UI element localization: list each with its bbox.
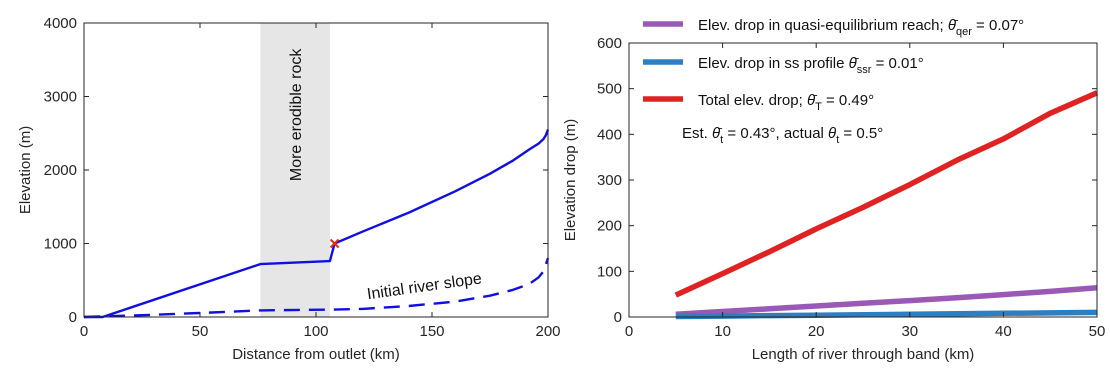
left-x-axis-label: Distance from outlet (km) (232, 346, 400, 363)
right-y-ticks: 0 100 200 300 400 500 600 (597, 35, 1097, 326)
left-chart: More erodible rock Initial river slope 0… (17, 15, 561, 363)
x-tick-label: 50 (192, 323, 209, 340)
x-tick-label: 0 (80, 323, 88, 340)
y-tick-label: 4000 (44, 15, 77, 32)
initial-profile-line (83, 257, 550, 319)
band-label: More erodible rock (288, 48, 305, 182)
x-tick-label: 10 (714, 323, 731, 340)
x-tick-label: 200 (535, 323, 560, 340)
left-y-axis-label: Elevation (m) (17, 126, 34, 214)
erodible-rock-band (260, 23, 330, 317)
left-x-ticks: 0 50 100 150 200 (80, 23, 561, 340)
y-tick-label: 1000 (44, 236, 77, 253)
steady-state-profile-line (84, 129, 550, 319)
series-line (675, 285, 1098, 318)
legend-label: Total elev. drop; θ̄T = 0.49° (698, 92, 874, 113)
y-tick-label: 400 (597, 126, 622, 143)
right-axes-frame (628, 42, 1098, 318)
y-tick-label: 300 (597, 172, 622, 189)
legend-label: Elev. drop in ss profile θ̄ssr = 0.01° (698, 55, 924, 76)
series-line (675, 309, 1098, 320)
x-tick-label: 100 (303, 323, 328, 340)
y-tick-label: 200 (597, 218, 622, 235)
left-series-group (83, 129, 550, 319)
y-tick-label: 500 (597, 81, 622, 98)
left-y-ticks: 0 1000 2000 3000 4000 (44, 15, 548, 326)
x-tick-label: 40 (995, 323, 1012, 340)
right-series-group (674, 90, 1099, 320)
y-tick-label: 3000 (44, 89, 77, 106)
y-tick-label: 600 (597, 35, 622, 52)
y-tick-label: 2000 (44, 162, 77, 179)
slope-estimate-annotation: Est. θ̄t = 0.43°, actual θt = 0.5° (682, 125, 883, 146)
right-x-axis-label: Length of river through band (km) (752, 346, 975, 363)
y-tick-label: 0 (69, 309, 77, 326)
legend-label: Elev. drop in quasi-equilibrium reach; θ… (698, 17, 1024, 38)
series-line (674, 90, 1099, 298)
x-tick-label: 150 (419, 323, 444, 340)
initial-slope-label: Initial river slope (366, 270, 483, 303)
marker-stroke (329, 238, 340, 249)
x-tick-label: 0 (625, 323, 633, 340)
right-x-ticks: 0 10 20 30 40 50 (625, 43, 1106, 340)
y-tick-label: 100 (597, 263, 622, 280)
x-tick-label: 30 (901, 323, 918, 340)
legend: Elev. drop in quasi-equilibrium reach; θ… (643, 17, 1024, 113)
right-chart: 0 10 20 30 40 50 0 100 200 300 400 500 600 Length o… (562, 17, 1105, 363)
y-tick-label: 0 (614, 309, 622, 326)
right-y-axis-label: Elevation drop (m) (562, 119, 579, 242)
x-tick-label: 20 (808, 323, 825, 340)
x-tick-label: 50 (1089, 323, 1106, 340)
knickpoint-marker (329, 238, 340, 249)
